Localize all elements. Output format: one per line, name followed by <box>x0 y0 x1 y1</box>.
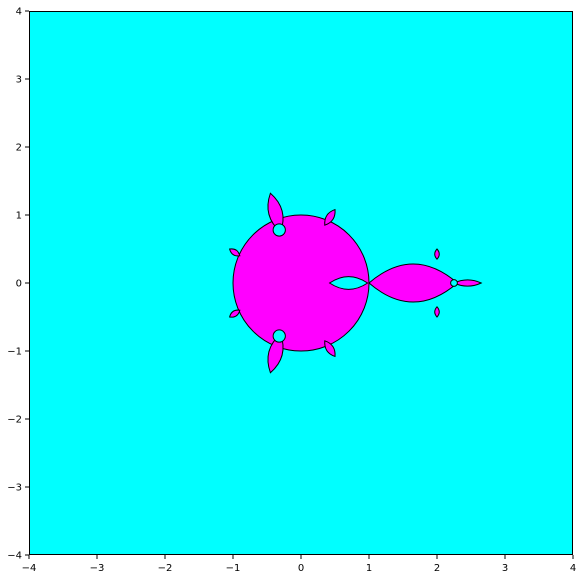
x-tick-label: −2 <box>158 563 173 574</box>
set-regions <box>228 192 483 374</box>
hole-region <box>272 329 286 343</box>
x-axis: −4 −3 −2 −1 0 1 2 3 4 <box>22 555 576 574</box>
x-tick-label: 1 <box>366 563 372 574</box>
set-region <box>434 306 440 318</box>
y-tick-label: −4 <box>7 551 22 562</box>
x-tick-label: 2 <box>434 563 440 574</box>
y-tick-label: 2 <box>16 143 22 154</box>
set-region <box>452 279 483 287</box>
y-tick-label: 4 <box>16 7 22 18</box>
x-tick-label: 3 <box>502 563 508 574</box>
set-region <box>267 192 284 233</box>
set-region <box>324 208 336 226</box>
hole-regions <box>272 223 458 343</box>
hole-region <box>450 279 458 287</box>
set-region <box>434 248 440 260</box>
y-tick-label: 1 <box>16 211 22 222</box>
x-tick-label: 4 <box>570 563 576 574</box>
set-region <box>267 333 284 374</box>
y-tick-label: 3 <box>16 75 22 86</box>
hole-region <box>272 223 286 237</box>
x-tick-label: −3 <box>90 563 105 574</box>
set-region <box>228 309 241 318</box>
x-tick-label: −1 <box>226 563 241 574</box>
x-tick-label: −4 <box>22 563 37 574</box>
y-tick-label: −3 <box>7 483 22 494</box>
plot-frame <box>29 11 573 555</box>
y-tick-label: 0 <box>16 279 22 290</box>
set-region <box>324 340 336 358</box>
hole-region <box>328 276 369 290</box>
y-tick-label: −1 <box>7 347 22 358</box>
set-region <box>228 248 241 257</box>
y-axis: −4 −3 −2 −1 0 1 2 3 4 <box>7 7 29 562</box>
x-tick-label: 0 <box>298 563 304 574</box>
y-tick-label: −2 <box>7 415 22 426</box>
